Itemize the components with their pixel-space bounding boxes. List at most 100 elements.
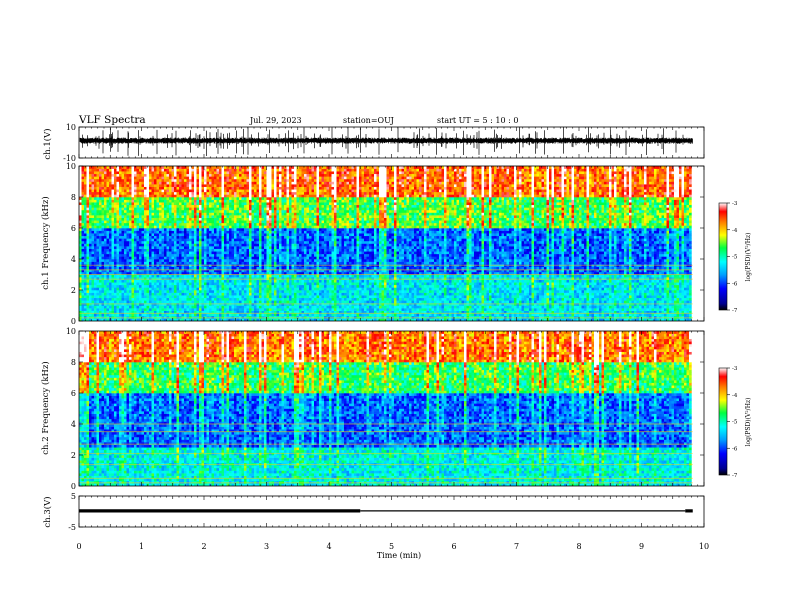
spectrogram-cell [146,222,150,226]
spectrogram-cell [244,215,247,218]
spectrogram-cell [81,251,85,255]
spectrogram-cell [266,181,270,185]
spectrogram-cell [209,222,212,226]
spectrogram-cell [216,313,220,317]
spectrogram-cell [109,215,112,218]
spectrogram-cell [201,240,205,244]
spectrogram-cell [126,282,130,286]
spectrogram-cell [79,253,82,257]
spectrogram-cell [161,184,165,187]
spectrogram-cell [114,171,117,175]
spectrogram-cell [94,259,97,262]
spectrogram-cell [199,207,202,211]
spectrogram-cell [146,233,150,237]
spectrogram-cell [84,233,87,237]
spectrogram-cell [271,238,275,242]
spectrogram-cell [86,300,90,304]
spectrogram-cell [84,305,87,309]
spectrogram-cell [166,233,170,237]
spectrogram-cell [101,256,105,260]
spectrogram-cell [209,259,212,262]
spectrogram-cell [84,287,87,291]
spectrogram-cell [84,207,87,211]
spectrogram-cell [146,287,150,291]
spectrogram-cell [266,189,270,193]
spectrogram-cell [179,243,182,247]
spectrogram-cell [194,256,197,260]
spectrogram-cell [274,318,277,321]
spectrogram-cell [154,202,157,206]
spectrogram-cell [176,253,180,257]
spectrogram-cell [166,308,170,311]
spectrogram-cell [261,261,265,265]
spectrogram-cell [114,207,117,211]
spectrogram-cell [189,209,192,213]
spectrogram-cell [219,251,222,255]
spectrogram-cell [251,220,255,224]
spectrogram-cell [206,228,210,231]
spectrogram-cell [81,302,85,306]
spectrogram-cell [259,176,262,180]
spectrogram-cell [259,259,262,262]
spectrogram-cell [271,251,275,255]
spectrogram-cell [256,266,260,270]
spectrogram-cell [79,176,82,180]
spectrogram-cell [224,186,227,190]
spectrogram-cell [99,300,102,304]
spectrogram-cell [96,191,100,195]
spectrogram-cell [224,191,227,195]
spectrogram-cell [206,207,210,211]
spectrogram-cell [209,290,212,293]
spectrogram-cell [184,230,187,234]
spectrogram-cell [201,209,205,213]
spectrogram-cell [81,202,85,206]
spectrogram-cell [184,305,187,309]
spectrogram-cell [179,279,182,283]
spectrogram-cell [251,264,255,268]
spectrogram-cell [259,194,262,198]
spectrogram-cell [186,290,190,293]
spectrogram-cell [89,305,92,309]
spectrogram-cell [169,266,172,270]
spectrogram-cell [184,308,187,311]
spectrogram-cell [199,259,202,262]
spectrogram-cell [229,168,232,172]
spectrogram-cell [231,284,235,288]
spectrogram-cell [104,220,107,224]
spectrogram-cell [189,220,192,224]
spectrogram-cell [264,302,267,306]
spectrogram-cell [81,176,85,180]
spectrogram-cell [271,176,275,180]
spectrogram-cell [224,282,227,286]
spectrogram-cell [176,197,180,200]
spectrogram-cell [189,308,192,311]
spectrogram-cell [104,264,107,268]
spectrogram-cell [219,235,222,239]
spectrogram-cell [246,199,250,203]
spectrogram-cell [101,207,105,211]
spectrogram-cell [251,191,255,195]
spectrogram-cell [161,166,165,169]
spectrogram-cell [81,209,85,213]
spectrogram-cell [199,189,202,193]
spectrogram-cell [254,318,257,321]
spectrogram-cell [144,253,147,257]
spectrogram-cell [124,207,127,211]
spectrogram-cell [239,168,242,172]
spectrogram-cell [274,235,277,239]
spectrogram-cell [119,176,122,180]
spectrogram-cell [166,194,170,198]
spectrogram-cell [114,222,117,226]
spectrogram-cell [164,202,167,206]
spectrogram-cell [221,197,225,200]
spectrogram-cell [111,240,115,244]
spectrogram-cell [234,279,237,283]
spectrogram-cell [271,266,275,270]
spectrogram-cell [169,310,172,314]
spectrogram-cell [159,168,162,172]
spectrogram-cell [159,235,162,239]
spectrogram-cell [214,292,217,296]
spectrogram-cell [104,194,107,198]
spectrogram-cell [259,191,262,195]
spectrogram-cell [86,266,90,270]
